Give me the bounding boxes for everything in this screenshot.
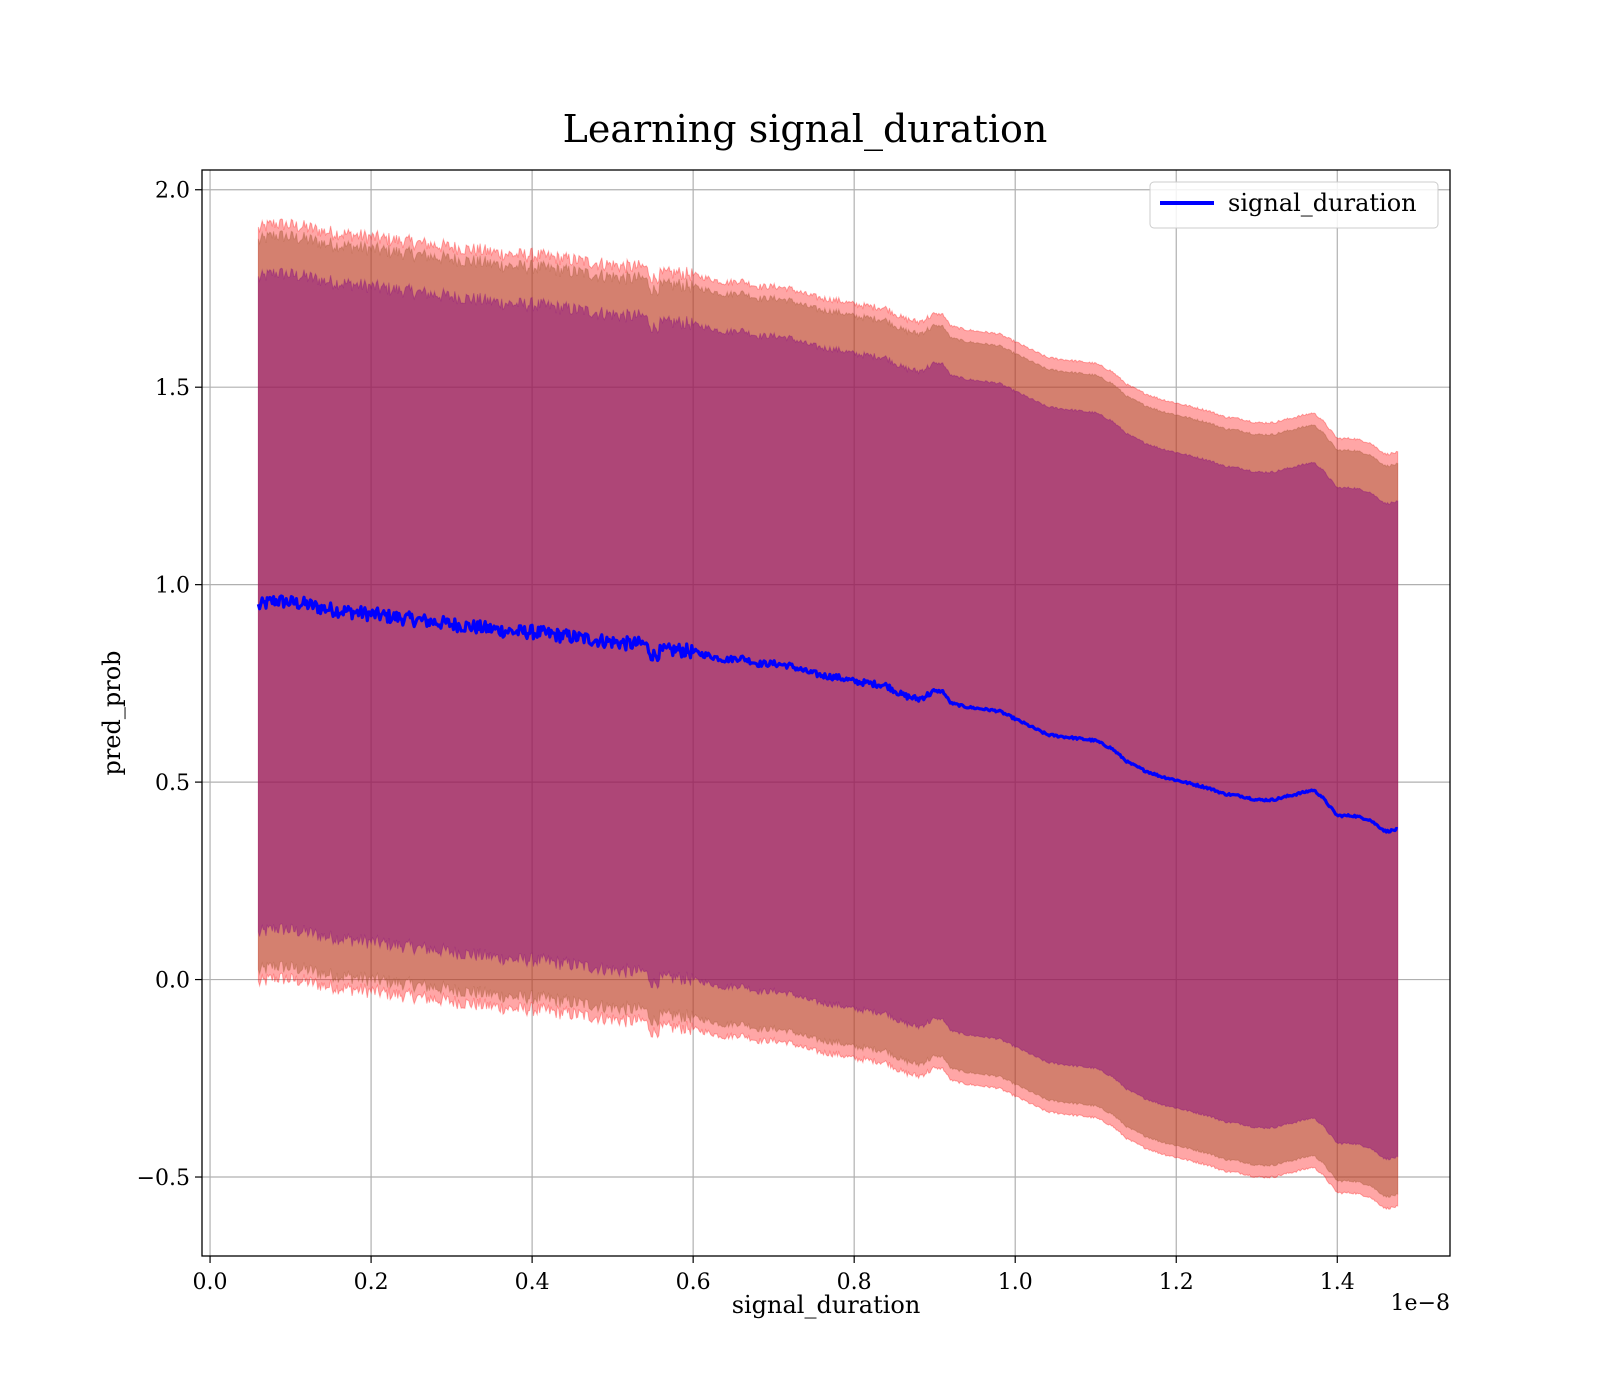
plot-background [202,170,1450,1256]
x-tick-label: 0.4 [515,1270,550,1295]
y-tick-label: 2.0 [155,179,190,204]
plot-frame [201,169,1451,1257]
series-line-signal-duration [256,594,1399,834]
grid [202,170,1450,1256]
y-tick-label: 1.0 [155,574,190,599]
x-axis-ticks: 0.0 0.2 0.4 0.6 0.8 1.0 1.2 1.4 [193,1256,1355,1295]
band-inner [257,267,1399,1161]
legend: signal_duration [1149,181,1439,229]
x-tick-label: 1.4 [1320,1270,1355,1295]
band-middle [257,230,1399,1199]
uncertainty-bands [257,218,1399,1210]
y-tick-label: 1.5 [155,376,190,401]
x-tick-label: 0.6 [676,1270,711,1295]
x-tick-label: 1.2 [1159,1270,1194,1295]
y-axis-ticks: −0.5 0.0 0.5 1.0 1.5 2.0 [137,179,202,1191]
x-tick-label: 1.0 [998,1270,1033,1295]
legend-box [1149,181,1439,229]
chart-title: Learning signal_duration [563,107,1048,152]
band-outer [257,218,1399,1210]
legend-label: signal_duration [1228,189,1417,217]
x-tick-label: 0.0 [193,1270,228,1295]
y-axis-label: pred_prob [98,650,126,775]
x-axis-label: signal_duration [732,1291,921,1319]
series-lines [256,594,1399,834]
y-tick-label: −0.5 [137,1166,190,1191]
x-tick-label: 0.8 [837,1270,872,1295]
y-tick-label: 0.0 [155,969,190,994]
y-tick-label: 0.5 [155,771,190,796]
x-axis-offset-label: 1e−8 [1391,1291,1450,1316]
x-tick-label: 0.2 [354,1270,389,1295]
